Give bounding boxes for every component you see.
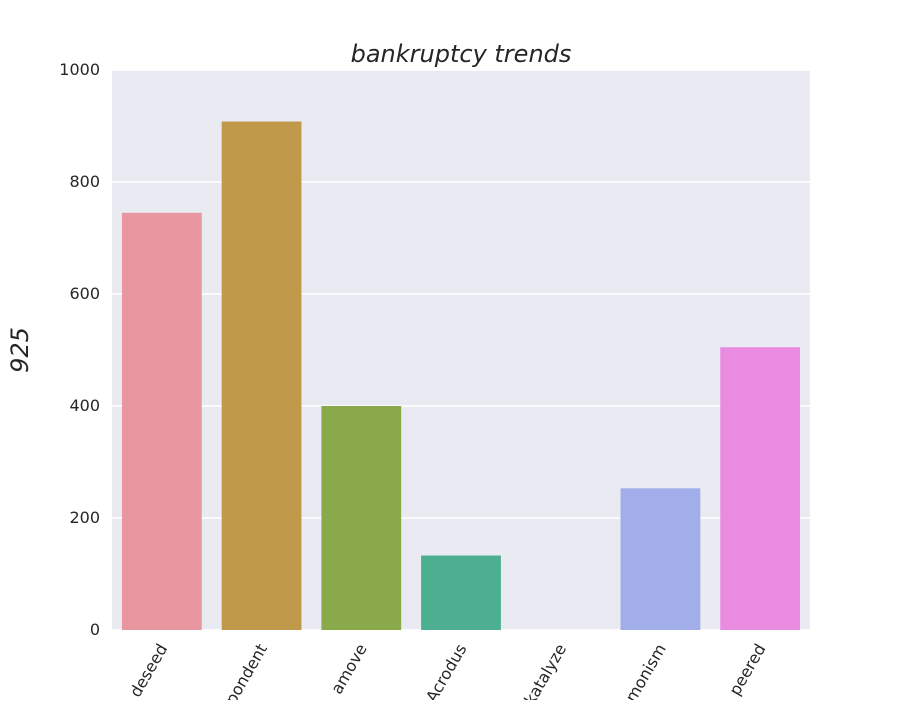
y-axis-ticks: 0 200 400 600 800 1000	[59, 60, 100, 639]
x-tick-label: amove	[327, 641, 371, 698]
bar-amove	[321, 406, 402, 630]
y-tick-label: 200	[69, 508, 100, 527]
x-tick-label: pondent	[221, 641, 271, 701]
plot-background	[112, 70, 810, 630]
bar-acrodus	[421, 555, 501, 630]
x-tick-label: deseed	[126, 641, 172, 701]
y-tick-label: 800	[69, 172, 100, 191]
x-axis-ticks: deseed pondent amove Acrodus katalyze monism p…	[126, 641, 770, 705]
bar-pondent	[221, 121, 302, 631]
y-tick-label: 600	[69, 284, 100, 303]
y-tick-label: 400	[69, 396, 100, 415]
bars	[121, 121, 801, 631]
x-tick-label: katalyze	[520, 641, 570, 701]
y-axis-label: 925	[6, 327, 34, 373]
y-tick-label: 1000	[59, 60, 100, 79]
bar-deseed	[121, 212, 202, 631]
y-tick-label: 0	[90, 620, 100, 639]
bar-monism	[620, 488, 701, 630]
x-tick-label: Acrodus	[422, 641, 471, 701]
x-tick-label: peered	[725, 641, 769, 699]
x-tick-label: monism	[621, 641, 669, 701]
chart-title: bankruptcy trends	[351, 40, 572, 68]
bar-peered	[720, 347, 801, 630]
